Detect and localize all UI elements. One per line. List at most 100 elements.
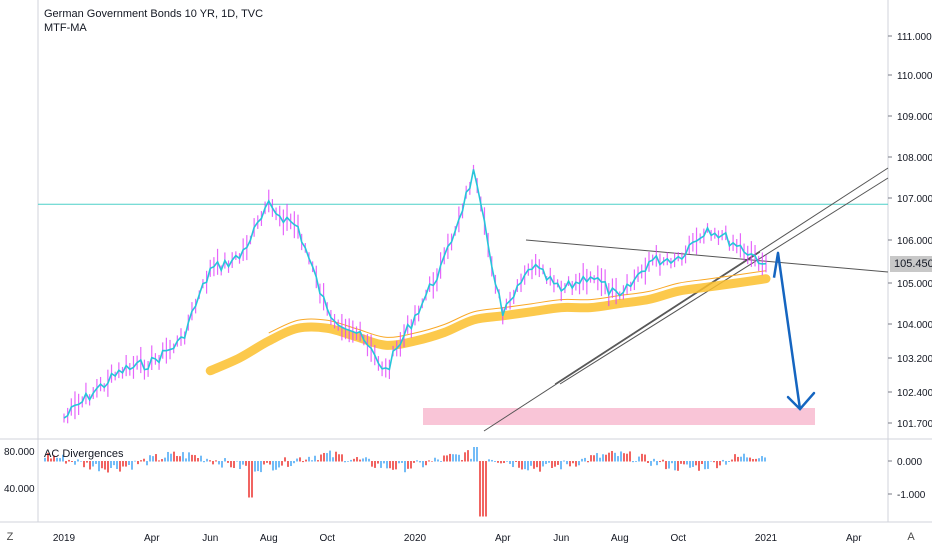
histogram-bar	[461, 459, 463, 462]
zoom-button[interactable]: Z	[6, 531, 14, 543]
histogram-bar	[92, 461, 94, 467]
histogram-bar	[569, 461, 571, 467]
histogram-bar	[617, 456, 619, 462]
histogram-bar	[335, 451, 337, 462]
histogram-bar	[548, 461, 550, 463]
histogram-bar	[764, 457, 766, 462]
histogram-bar	[464, 452, 466, 462]
histogram-bar	[530, 461, 532, 466]
histogram-bar	[545, 461, 547, 465]
histogram-bar	[719, 461, 721, 466]
histogram-bar	[497, 461, 499, 463]
series-layer	[63, 164, 771, 424]
histogram-bar	[365, 457, 367, 462]
histogram-bar	[275, 461, 277, 470]
histogram-bar	[605, 454, 607, 462]
histogram-bar	[740, 456, 742, 462]
histogram-bar	[146, 461, 148, 466]
histogram-bar	[449, 453, 451, 462]
histogram-bar	[416, 460, 418, 462]
histogram-bar	[500, 461, 502, 464]
histogram-bar	[161, 459, 163, 462]
time-tick-label: 2019	[53, 533, 76, 544]
histogram-bar	[758, 458, 760, 462]
histogram-bar	[476, 447, 478, 462]
auto-scale-button[interactable]: A	[907, 531, 915, 543]
histogram-bar	[437, 459, 439, 462]
histogram-bar	[578, 461, 580, 466]
indicator-legend[interactable]: MTF-MA	[44, 22, 87, 34]
histogram-bar	[419, 461, 421, 463]
histogram-bar	[566, 461, 568, 465]
histogram-bar	[608, 452, 610, 462]
histogram-bar	[401, 461, 403, 463]
histogram-bar	[182, 452, 184, 462]
histogram-bar	[710, 460, 712, 462]
histogram-bar	[137, 461, 139, 465]
histogram-bar	[110, 461, 112, 468]
histogram-bar	[47, 452, 49, 462]
histogram-bar	[563, 460, 565, 462]
histogram-bar	[215, 460, 217, 462]
time-tick-label: Oct	[670, 533, 686, 544]
histogram-bar	[200, 455, 202, 462]
histogram-bar	[194, 455, 196, 462]
histogram-bar	[179, 456, 181, 462]
trendline-rising-lower	[483, 251, 761, 432]
histogram-bar	[749, 457, 751, 462]
histogram-bar	[320, 454, 322, 462]
price-tick-label: 102.400	[897, 388, 932, 399]
histogram-bar	[398, 461, 400, 464]
histogram-bar	[473, 447, 475, 462]
histogram-bar	[302, 461, 304, 463]
histogram-bar	[65, 461, 67, 464]
histogram-bar	[737, 456, 739, 462]
histogram-bar	[140, 460, 142, 462]
histogram-bar	[266, 461, 268, 463]
histogram-bar	[677, 461, 679, 471]
price-tick-label: 105.000	[897, 279, 932, 290]
price-tick-label: 109.000	[897, 112, 932, 123]
price-tick-label: 104.000	[897, 320, 932, 331]
trendline-rising-1	[554, 167, 889, 385]
histogram-bar	[602, 454, 604, 462]
histogram-bar	[167, 451, 169, 462]
histogram-bar	[590, 455, 592, 462]
histogram-bar	[341, 454, 343, 462]
histogram-bar	[236, 460, 238, 462]
histogram-bar	[248, 461, 250, 498]
histogram-bar	[620, 451, 622, 462]
histogram-bar	[176, 455, 178, 462]
histogram-bar	[581, 458, 583, 462]
histogram-bar	[482, 461, 484, 517]
histogram-bar	[143, 458, 145, 462]
support-zone	[423, 408, 815, 425]
histogram-bar	[245, 461, 247, 466]
histogram-bar	[704, 461, 706, 470]
histogram-bar	[644, 454, 646, 462]
histogram-bar	[536, 461, 538, 468]
histogram-bar	[62, 454, 64, 462]
sub-tick-label: -1.000	[897, 490, 926, 501]
histogram-bar	[251, 461, 253, 498]
histogram-bar	[524, 461, 526, 470]
histogram-bar	[233, 461, 235, 468]
histogram-bar	[554, 461, 556, 467]
histogram-bar	[263, 461, 265, 465]
sub-pane-title[interactable]: AC Divergences	[44, 448, 124, 460]
histogram-bar	[614, 452, 616, 462]
histogram-bar	[728, 461, 730, 462]
histogram-bar	[71, 461, 73, 462]
histogram-bar	[44, 457, 46, 462]
histogram-bar	[164, 457, 166, 462]
time-tick-label: 2020	[404, 533, 427, 544]
histogram-bar	[125, 461, 127, 467]
histogram-bar	[59, 458, 61, 462]
histogram-bar	[443, 455, 445, 462]
price-tick-label: 107.000	[897, 194, 932, 205]
histogram-bar	[698, 461, 700, 471]
histogram-bar	[731, 459, 733, 462]
histogram-bar	[203, 461, 205, 463]
symbol-legend[interactable]: German Government Bonds 10 YR, 1D, TVC	[44, 8, 264, 20]
